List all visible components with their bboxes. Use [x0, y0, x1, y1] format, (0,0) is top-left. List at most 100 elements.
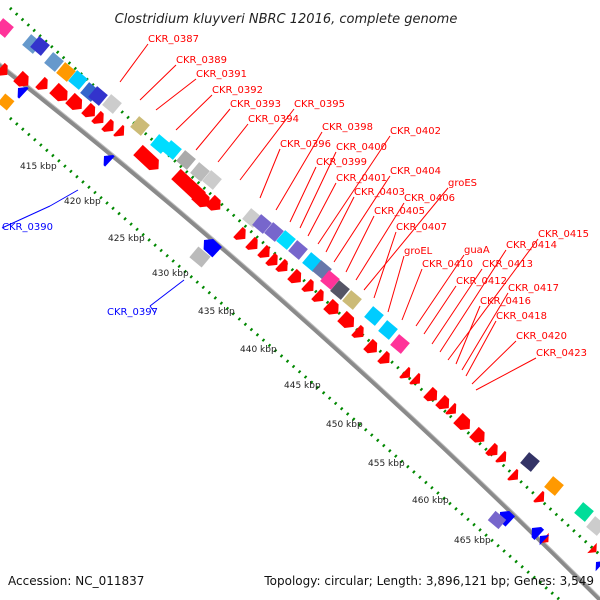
genome-backbone — [0, 62, 600, 600]
forward-gene-arrow — [81, 102, 96, 118]
reverse-gene-arrow — [531, 526, 545, 540]
gene-label: groEL — [404, 246, 433, 257]
tick-label: 415 kbp — [20, 162, 57, 172]
reverse-gene-arrow — [595, 560, 600, 572]
forward-gene-arrow-shape — [35, 76, 48, 90]
forward-gene-arrow — [311, 288, 324, 302]
reverse-gene-arrow — [203, 238, 222, 258]
map-title: Clostridium kluyveri NBRC 12016, complet… — [115, 12, 458, 27]
cog-box — [30, 36, 50, 56]
cog-box — [520, 452, 540, 472]
gene-label: CKR_0395 — [294, 99, 345, 110]
forward-gene-arrow-shape — [101, 118, 114, 132]
label-leader — [49, 189, 79, 207]
cog-box — [190, 162, 210, 182]
label-leader — [317, 135, 391, 245]
cog-box — [544, 476, 564, 496]
forward-gene-arrow — [265, 252, 278, 266]
label-leader — [363, 187, 449, 291]
forward-gene-arrow-shape — [257, 244, 270, 258]
tick-label: 430 kbp — [152, 269, 189, 279]
tick-track — [8, 6, 600, 600]
forward-gene-arrow-shape — [265, 252, 278, 266]
forward-gene-arrow-shape — [323, 298, 339, 315]
label-leader — [175, 94, 213, 131]
forward-gene-arrow-shape — [65, 92, 83, 110]
gene-label: CKR_0391 — [196, 69, 247, 80]
forward-gene-arrow-shape — [445, 402, 457, 415]
forward-gene-arrow-shape — [453, 412, 471, 430]
gene-label: CKR_0423 — [536, 348, 587, 359]
label-leader — [455, 305, 481, 365]
tick-label: 425 kbp — [108, 234, 145, 244]
forward-gene-arrow — [275, 258, 288, 272]
label-leader — [333, 175, 391, 263]
label-leader — [149, 279, 185, 307]
forward-gene-arrow — [337, 310, 355, 328]
cog-box — [320, 270, 340, 290]
label-leader — [119, 43, 149, 83]
label-leader — [475, 357, 537, 391]
forward-gene-arrow-shape — [377, 350, 390, 364]
cog-box — [0, 18, 14, 38]
reverse-cog-box — [487, 510, 507, 530]
cog-box — [574, 502, 594, 522]
forward-gene-arrow — [133, 144, 159, 171]
label-leader — [299, 151, 337, 229]
label-leader — [461, 292, 509, 371]
cog-box — [68, 70, 88, 90]
forward-gene-arrow-shape — [191, 188, 210, 208]
cog-box — [342, 290, 362, 310]
reverse-gene-arrow — [17, 86, 29, 99]
gene-label: CKR_0394 — [248, 114, 299, 125]
forward-gene-arrow-shape — [409, 372, 421, 385]
forward-gene-arrow — [351, 324, 364, 338]
forward-gene-arrow — [49, 82, 68, 102]
forward-gene-arrow-shape — [245, 236, 258, 250]
reverse-gene-arrow-shape — [531, 526, 545, 540]
inner-dotted-track — [9, 116, 561, 600]
gene-label: CKR_0417 — [508, 283, 559, 294]
label-leader — [259, 148, 281, 199]
cog-box — [364, 306, 384, 326]
reverse-gene-arrow — [103, 154, 115, 167]
cog-box — [252, 214, 272, 234]
forward-gene-arrow-shape — [301, 278, 314, 292]
tick-label: 440 kbp — [240, 345, 277, 355]
cog-box — [162, 140, 182, 160]
tick-label: 460 kbp — [412, 496, 449, 506]
forward-gene-arrow — [453, 412, 471, 430]
label-leaders: CKR_0387 CKR_0389 CKR_0391 CKR_0392 CKR_0393… — [1, 34, 589, 391]
forward-gene-arrow-shape — [81, 102, 96, 118]
label-leader — [415, 254, 465, 327]
gene-label: CKR_0390 — [2, 222, 53, 233]
forward-gene-arrow — [287, 268, 302, 284]
label-leader — [471, 340, 517, 385]
gene-label: CKR_0412 — [456, 276, 507, 287]
forward-gene-arrow — [245, 236, 258, 250]
label-leader — [217, 123, 249, 163]
label-leader — [439, 249, 507, 353]
label-leader — [1, 205, 51, 229]
forward-gene-arrow-shape — [337, 310, 355, 328]
forward-gene-arrow — [113, 124, 125, 137]
forward-gene-arrow-shape — [399, 366, 411, 379]
gene-label: CKR_0405 — [374, 206, 425, 217]
gene-label: CKR_0420 — [516, 331, 567, 342]
label-leader — [307, 182, 337, 237]
forward-gene-arrow — [409, 372, 421, 385]
gene-label: CKR_0396 — [280, 139, 331, 150]
cog-box — [102, 94, 122, 114]
forward-gene-arrow-shape — [205, 194, 221, 211]
label-leader — [155, 78, 197, 111]
reverse-gene-arrow-shape — [17, 86, 29, 99]
forward-gene-arrow — [435, 394, 450, 410]
tick-label: 465 kbp — [454, 536, 491, 546]
label-leader — [345, 215, 375, 273]
label-leader — [373, 231, 397, 299]
cog-box — [202, 170, 222, 190]
cog-box — [88, 86, 108, 106]
forward-gene-arrow — [445, 402, 457, 415]
gene-label: CKR_0404 — [390, 166, 441, 177]
